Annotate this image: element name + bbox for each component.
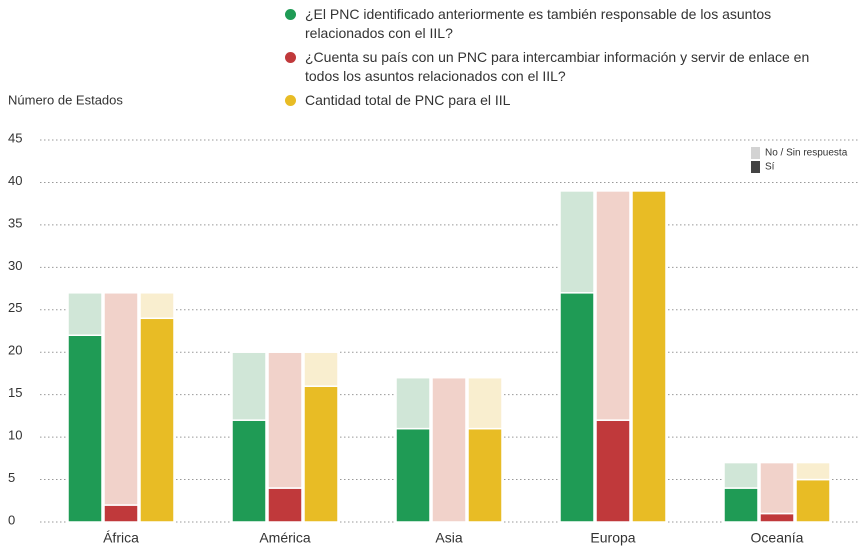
x-tick-label: América — [259, 530, 311, 546]
bar-no — [267, 351, 303, 489]
bar-no — [795, 461, 831, 481]
y-tick-label: 35 — [8, 215, 22, 230]
y-tick-label: 15 — [8, 385, 22, 400]
bar-no — [103, 292, 139, 506]
legend-item: ¿El PNC identificado anteriormente es ta… — [285, 5, 830, 43]
stack-legend-text: No / Sin respuesta — [765, 148, 848, 159]
bar-si — [759, 512, 795, 523]
bar-si — [467, 427, 503, 523]
x-tick-label: África — [103, 530, 139, 546]
y-tick-label: 40 — [8, 173, 22, 188]
bar-si — [139, 317, 175, 523]
y-axis-label: Número de Estados — [8, 92, 123, 107]
stack-legend-text: Sí — [765, 162, 775, 173]
bar-no — [723, 461, 759, 489]
legend-marker — [285, 52, 296, 63]
legend-marker — [285, 9, 296, 20]
bar-no — [595, 190, 631, 421]
bar-no — [231, 351, 267, 421]
bar-no — [559, 190, 595, 294]
legend-marker — [285, 95, 296, 106]
bar-no — [395, 376, 431, 430]
bar-no — [303, 351, 339, 387]
bar-no — [67, 292, 103, 336]
stack-legend-marker — [751, 147, 760, 159]
legend-text: ¿El PNC identificado anteriormente es ta… — [305, 6, 772, 41]
y-tick-label: 20 — [8, 343, 22, 358]
bar-no — [431, 376, 467, 523]
y-tick-label: 0 — [8, 512, 15, 527]
bar-si — [103, 504, 139, 523]
bar-no — [467, 376, 503, 430]
bar-si — [559, 292, 595, 523]
bar-si — [395, 427, 431, 523]
x-tick-label: Asia — [435, 530, 462, 546]
bar-si — [595, 419, 631, 523]
bar-no — [139, 292, 175, 320]
y-tick-label: 25 — [8, 300, 22, 315]
legend-text: Cantidad total de PNC para el IIL — [305, 92, 511, 108]
bar-si — [231, 419, 267, 523]
legend-item: Cantidad total de PNC para el IIL — [285, 91, 830, 110]
bar-si — [631, 190, 667, 523]
y-tick-label: 5 — [8, 470, 15, 485]
stack-legend-marker — [751, 161, 760, 173]
x-tick-label: Europa — [590, 530, 635, 546]
y-tick-label: 30 — [8, 258, 22, 273]
legend-text: ¿Cuenta su país con un PNC para intercam… — [305, 49, 810, 84]
y-tick-label: 45 — [8, 130, 22, 145]
bar-si — [723, 487, 759, 523]
bar-si — [795, 478, 831, 523]
x-tick-label: Oceanía — [751, 530, 804, 546]
bar-no — [759, 461, 795, 515]
y-tick-label: 10 — [8, 428, 22, 443]
bar-si — [303, 385, 339, 523]
bar-si — [267, 487, 303, 523]
legend-item: ¿Cuenta su país con un PNC para intercam… — [285, 48, 830, 86]
bar-si — [67, 334, 103, 523]
